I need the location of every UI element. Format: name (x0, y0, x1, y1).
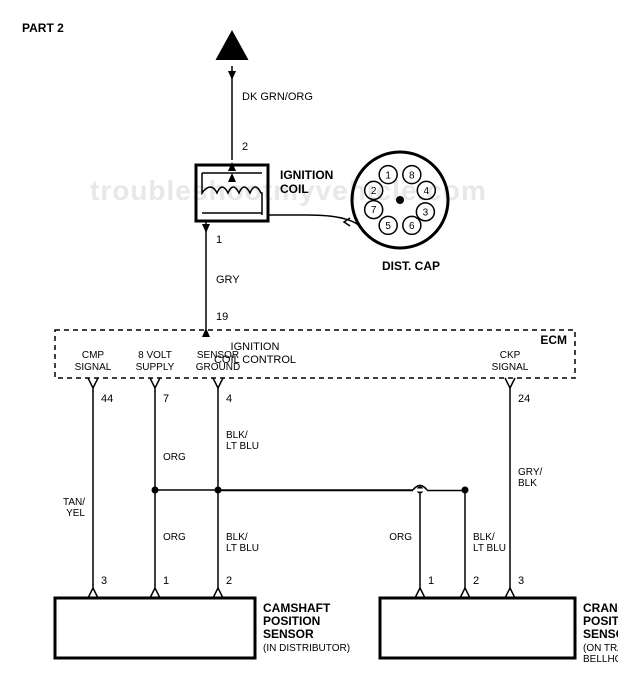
svg-text:8: 8 (409, 170, 415, 181)
svg-text:ORG: ORG (163, 532, 186, 543)
svg-text:SIGNAL: SIGNAL (492, 362, 529, 373)
svg-text:POSITION: POSITION (583, 614, 618, 628)
svg-text:POSITION: POSITION (263, 614, 320, 628)
svg-text:2: 2 (473, 575, 479, 587)
svg-text:4: 4 (226, 393, 232, 405)
svg-text:LT BLU: LT BLU (226, 543, 259, 554)
camshaft-sensor (55, 598, 255, 658)
svg-text:ORG: ORG (389, 532, 412, 543)
svg-text:SENSOR: SENSOR (197, 350, 239, 361)
svg-text:24: 24 (518, 393, 530, 405)
svg-text:SIGNAL: SIGNAL (75, 362, 112, 373)
svg-text:DK GRN/ORG: DK GRN/ORG (242, 91, 313, 103)
svg-text:TAN/: TAN/ (63, 497, 85, 508)
svg-text:SUPPLY: SUPPLY (136, 362, 175, 373)
svg-text:GRY/: GRY/ (518, 467, 542, 478)
svg-text:1: 1 (385, 170, 391, 181)
svg-text:GROUND: GROUND (196, 362, 240, 373)
svg-text:BLK/: BLK/ (473, 532, 495, 543)
svg-text:GRY: GRY (216, 274, 240, 286)
svg-text:CAMSHAFT: CAMSHAFT (263, 601, 331, 615)
svg-text:SENSOR: SENSOR (583, 627, 618, 641)
svg-text:BELLHOUSING): BELLHOUSING) (583, 654, 618, 665)
svg-text:(ON TRANSMISSION: (ON TRANSMISSION (583, 643, 618, 654)
svg-text:SENSOR: SENSOR (263, 627, 314, 641)
crankshaft-sensor (380, 598, 575, 658)
svg-text:3: 3 (423, 207, 429, 218)
svg-text:IGNITION: IGNITION (280, 168, 333, 182)
svg-text:BLK/: BLK/ (226, 532, 248, 543)
svg-text:3: 3 (101, 575, 107, 587)
svg-text:CKP: CKP (500, 350, 521, 361)
svg-text:7: 7 (371, 205, 377, 216)
svg-text:5: 5 (385, 221, 391, 232)
svg-text:A: A (228, 43, 237, 57)
svg-text:LT BLU: LT BLU (226, 441, 259, 452)
wiring-diagram: troubleshootmyvehicle.comPART 2ADK GRN/O… (0, 0, 618, 700)
page-title: PART 2 (22, 21, 64, 35)
svg-text:COIL: COIL (280, 182, 309, 196)
svg-text:4: 4 (424, 186, 430, 197)
svg-text:CMP: CMP (82, 350, 105, 361)
svg-text:6: 6 (409, 221, 415, 232)
svg-text:44: 44 (101, 393, 113, 405)
svg-text:1: 1 (428, 575, 434, 587)
svg-text:7: 7 (163, 393, 169, 405)
svg-text:CRANKSHAFT: CRANKSHAFT (583, 601, 618, 615)
svg-text:3: 3 (518, 575, 524, 587)
svg-text:ORG: ORG (163, 452, 186, 463)
svg-text:1: 1 (163, 575, 169, 587)
svg-text:BLK/: BLK/ (226, 430, 248, 441)
svg-text:19: 19 (216, 311, 228, 323)
svg-text:2: 2 (242, 141, 248, 153)
svg-text:2: 2 (371, 186, 377, 197)
svg-text:LT BLU: LT BLU (473, 543, 506, 554)
svg-text:DIST. CAP: DIST. CAP (382, 259, 440, 273)
svg-text:ECM: ECM (540, 333, 567, 347)
svg-text:1: 1 (216, 234, 222, 246)
svg-text:8 VOLT: 8 VOLT (138, 350, 172, 361)
svg-text:YEL: YEL (66, 508, 85, 519)
svg-text:(IN DISTRIBUTOR): (IN DISTRIBUTOR) (263, 643, 350, 654)
svg-text:BLK: BLK (518, 478, 537, 489)
svg-text:2: 2 (226, 575, 232, 587)
